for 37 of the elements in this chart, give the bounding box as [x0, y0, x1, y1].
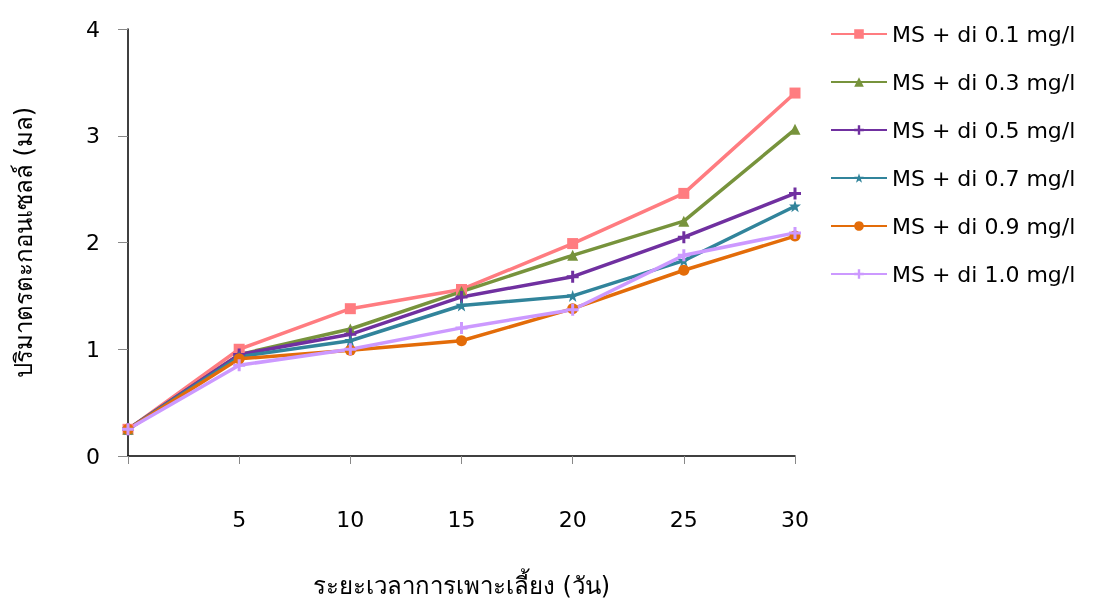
x-axis-title: ระยะเวลาการเพาะเลี้ยง (วัน) [312, 568, 611, 600]
legend-label: MS + di 0.9 mg/l [892, 213, 1076, 239]
y-axis-title: ปริมาตรตะกอนเซลล์ (มล) [10, 106, 38, 379]
point [789, 200, 801, 213]
point [789, 87, 801, 99]
legend-label: MS + di 0.3 mg/l [892, 69, 1076, 95]
point [789, 226, 801, 239]
point [567, 238, 579, 250]
point [344, 303, 356, 315]
point [566, 270, 579, 283]
point [678, 215, 690, 227]
y-tick-label: 1 [86, 336, 100, 362]
x-tick-label: 10 [336, 506, 365, 532]
x-tick-label: 30 [781, 506, 809, 532]
x-tick-label: 25 [669, 506, 698, 532]
y-tick-label: 0 [86, 443, 100, 469]
legend-label: MS + di 0.1 mg/l [892, 21, 1076, 47]
point [455, 321, 468, 334]
x-tick-label: 20 [558, 506, 587, 532]
point [677, 249, 690, 262]
legend-label: MS + di 0.5 mg/l [892, 117, 1076, 143]
point [677, 231, 690, 244]
y-tick-label: 3 [86, 123, 100, 149]
legend-label: MS + di 0.7 mg/l [892, 165, 1076, 191]
y-tick-label: 2 [86, 230, 100, 255]
point [567, 249, 579, 261]
x-tick-label: 15 [447, 506, 476, 532]
legend-label: MS + di 1.0 mg/l [892, 261, 1076, 287]
point [456, 335, 467, 347]
point [789, 187, 801, 200]
point [455, 290, 468, 303]
x-tick-label: 5 [232, 506, 247, 532]
point [455, 299, 468, 312]
point [678, 264, 690, 276]
point [678, 187, 690, 199]
point [233, 359, 246, 372]
y-tick-label: 4 [86, 16, 100, 42]
